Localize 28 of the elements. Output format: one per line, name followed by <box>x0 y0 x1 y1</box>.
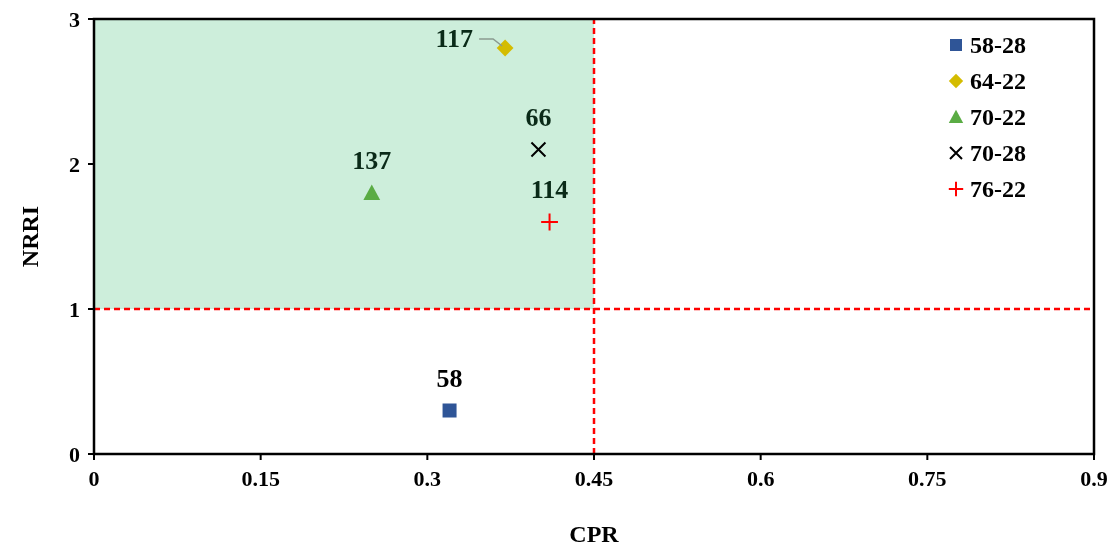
annotation: 117 <box>435 24 474 53</box>
x-tick-label: 0.45 <box>574 466 614 491</box>
legend-label: 70-22 <box>970 104 1026 131</box>
x-tick-label: 0 <box>88 466 100 491</box>
y-tick-label: 3 <box>69 6 80 32</box>
point <box>363 184 381 200</box>
legend-label: 58-28 <box>970 32 1026 59</box>
legend-label: 76-22 <box>970 176 1026 203</box>
annotation: 58 <box>436 363 463 393</box>
y-tick-label: 0 <box>69 441 80 467</box>
annotation: 137 <box>352 146 392 175</box>
x-tick-label: 0.3 <box>413 466 442 491</box>
legend-label: 64-22 <box>970 68 1026 95</box>
x-tick-label: 0.9 <box>1080 466 1108 491</box>
legend-label: 70-28 <box>970 140 1026 167</box>
y-axis-title: NRRI <box>17 205 43 268</box>
x-tick-label: 0.75 <box>908 466 947 491</box>
point <box>496 39 514 57</box>
annotation: 66 <box>525 102 552 132</box>
point <box>540 212 559 232</box>
x-tick-label: 0.15 <box>241 466 280 491</box>
y-tick-label: 1 <box>69 296 80 322</box>
x-axis-title: CPR <box>569 521 620 547</box>
x-tick-label: 0.6 <box>746 466 775 491</box>
annotation: 114 <box>530 175 569 204</box>
point <box>530 141 547 158</box>
point <box>442 403 457 418</box>
y-tick-label: 2 <box>69 151 80 177</box>
